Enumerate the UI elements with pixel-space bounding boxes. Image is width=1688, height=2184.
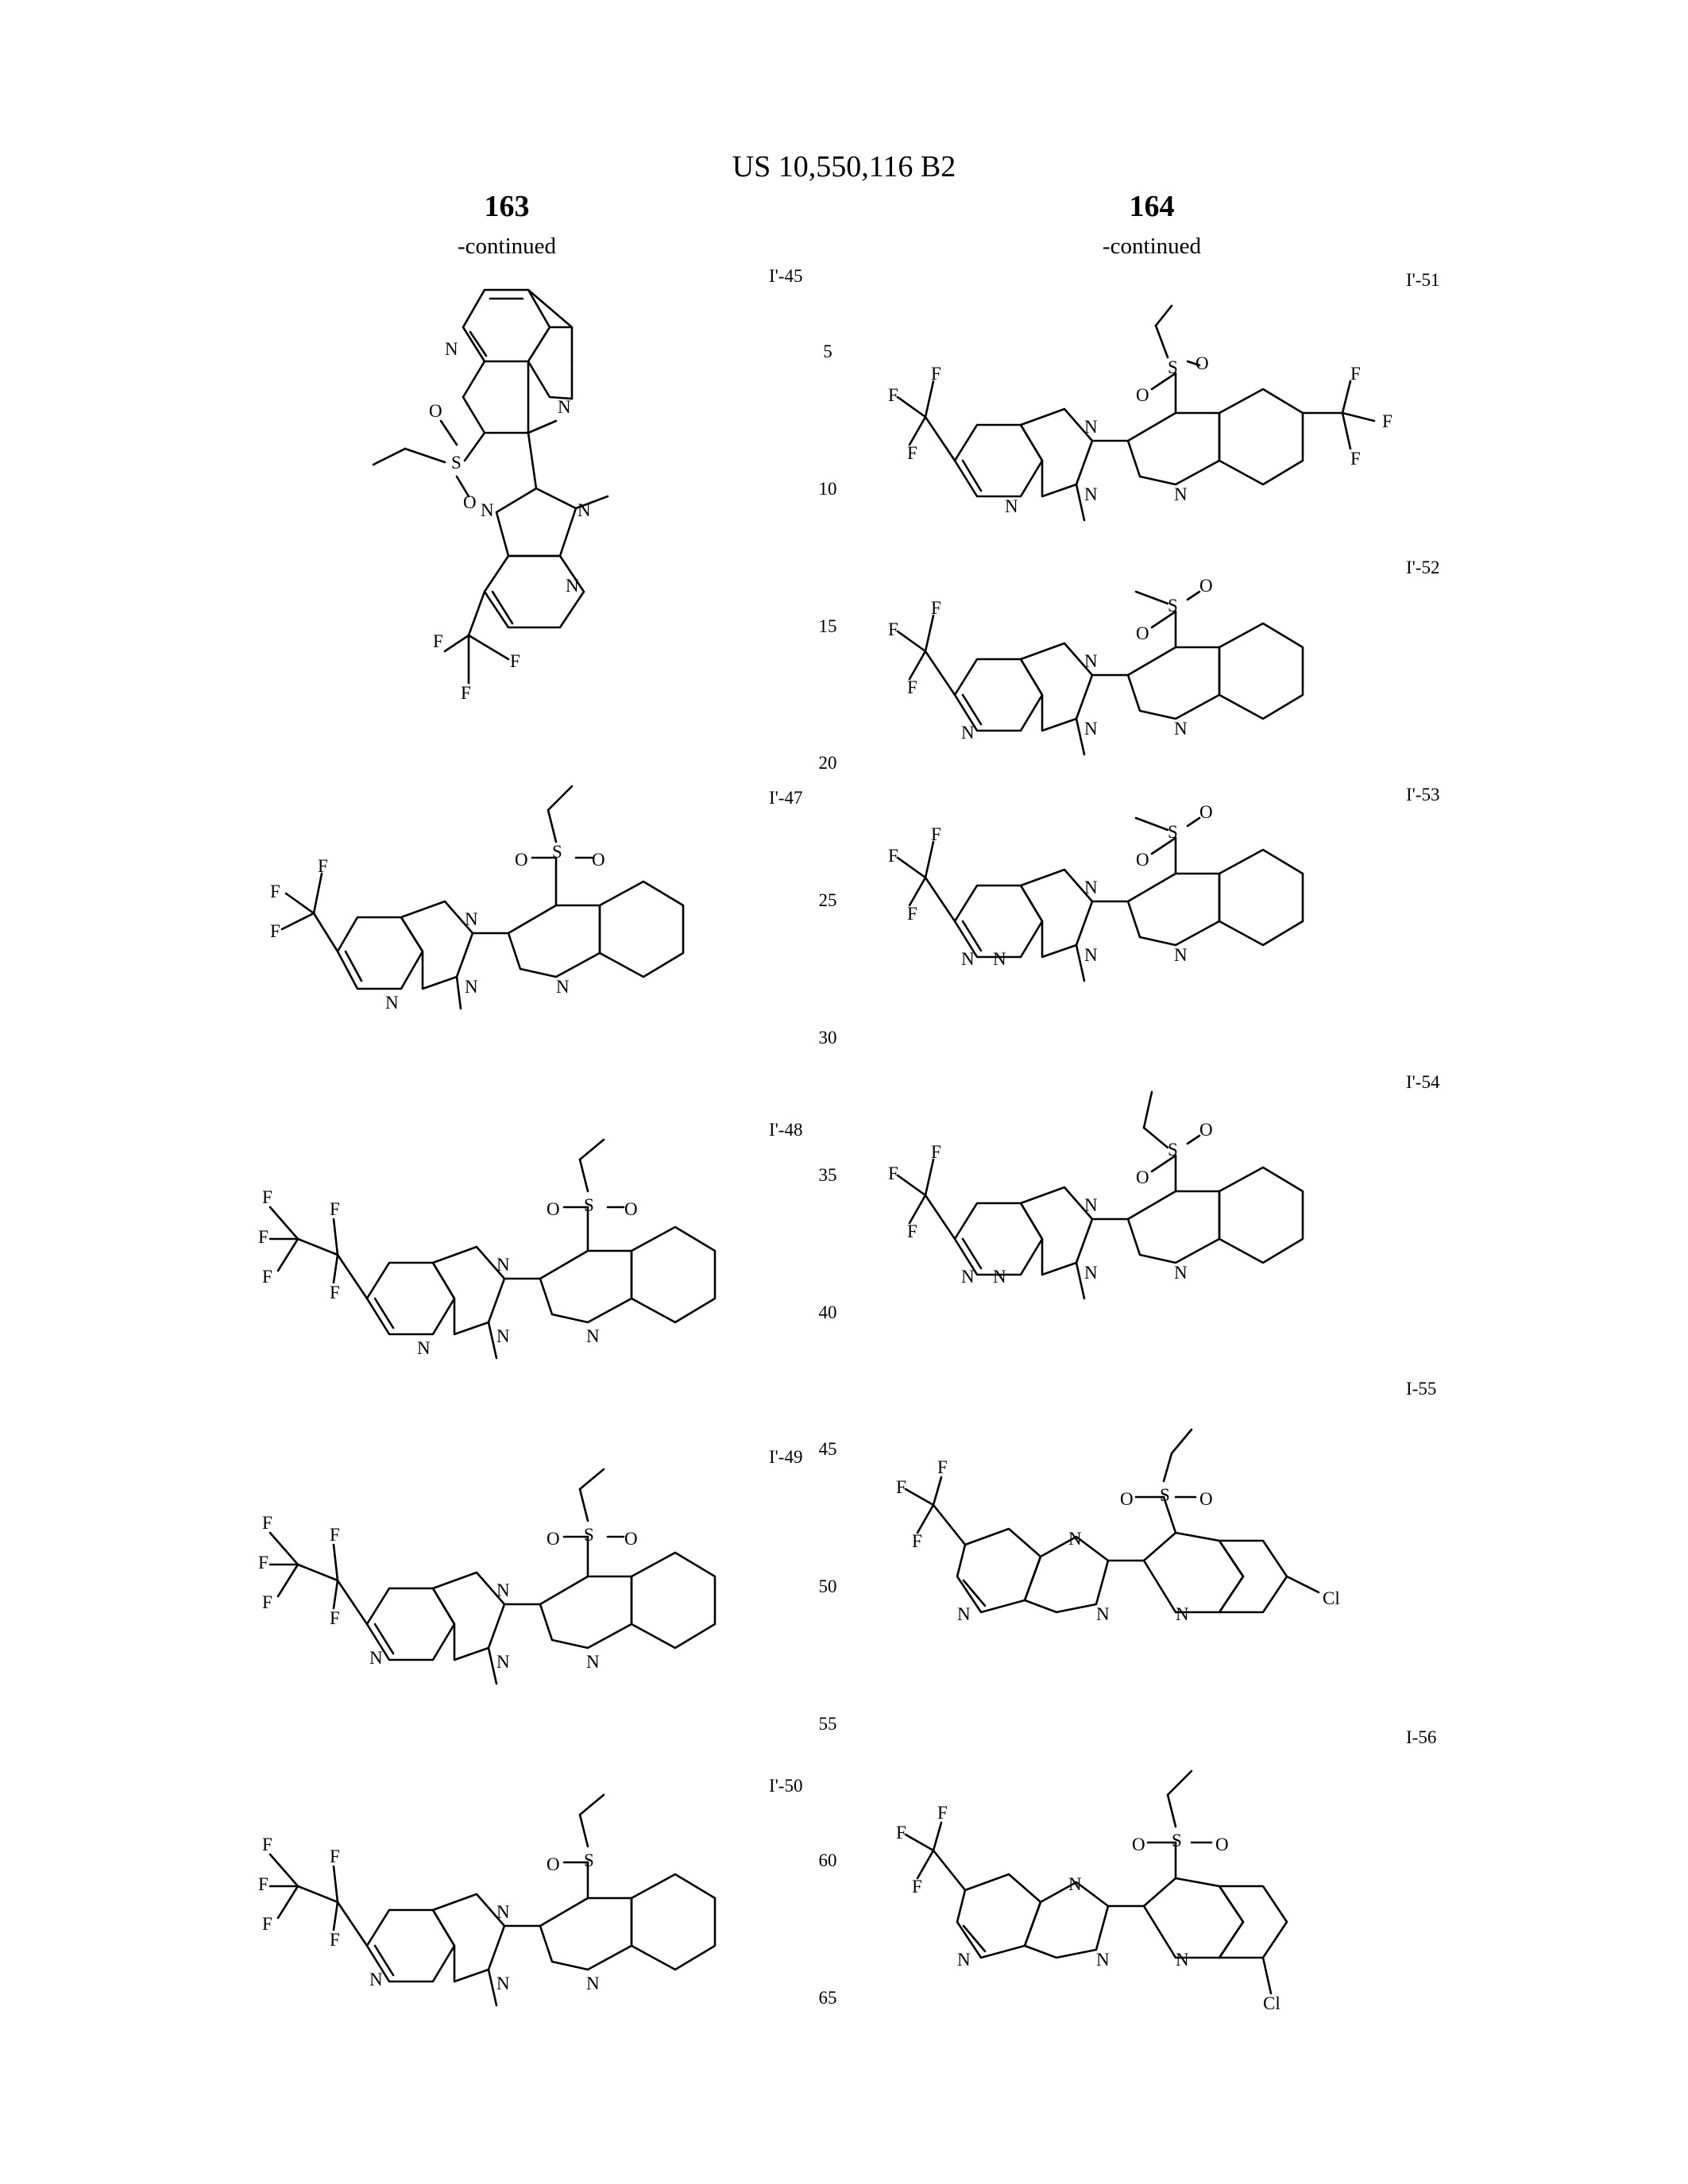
svg-text:F: F (896, 1823, 906, 1843)
svg-text:N: N (1096, 1950, 1110, 1970)
svg-text:O: O (1215, 1835, 1229, 1854)
svg-text:N: N (957, 1950, 971, 1970)
svg-text:N: N (1176, 1950, 1189, 1970)
svg-text:O: O (1132, 1835, 1145, 1854)
svg-text:S: S (1172, 1831, 1182, 1850)
svg-text:F: F (937, 1803, 948, 1823)
svg-text:Cl: Cl (1263, 1993, 1280, 2013)
svg-text:N: N (1068, 1874, 1082, 1894)
svg-text:F: F (912, 1877, 922, 1897)
